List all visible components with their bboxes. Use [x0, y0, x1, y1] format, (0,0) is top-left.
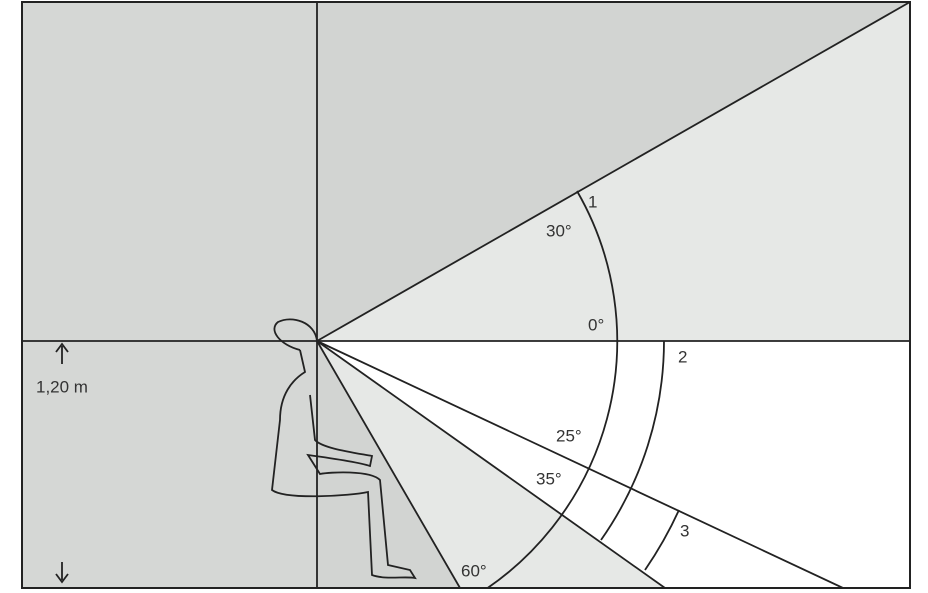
left-zone — [22, 2, 317, 588]
angle-label: 30° — [546, 221, 572, 240]
height-label: 1,20 m — [36, 377, 88, 396]
frame — [21, 1, 911, 589]
angle-label: 25° — [556, 426, 582, 445]
angle-label: 0° — [588, 315, 604, 334]
angle-label: 35° — [536, 469, 562, 488]
zone-label: 2 — [678, 347, 687, 366]
regions — [22, 2, 910, 588]
angle-label: 60° — [461, 561, 487, 580]
lines — [22, 2, 910, 588]
zone-label: 1 — [588, 192, 597, 211]
zone-label: 3 — [680, 521, 689, 540]
